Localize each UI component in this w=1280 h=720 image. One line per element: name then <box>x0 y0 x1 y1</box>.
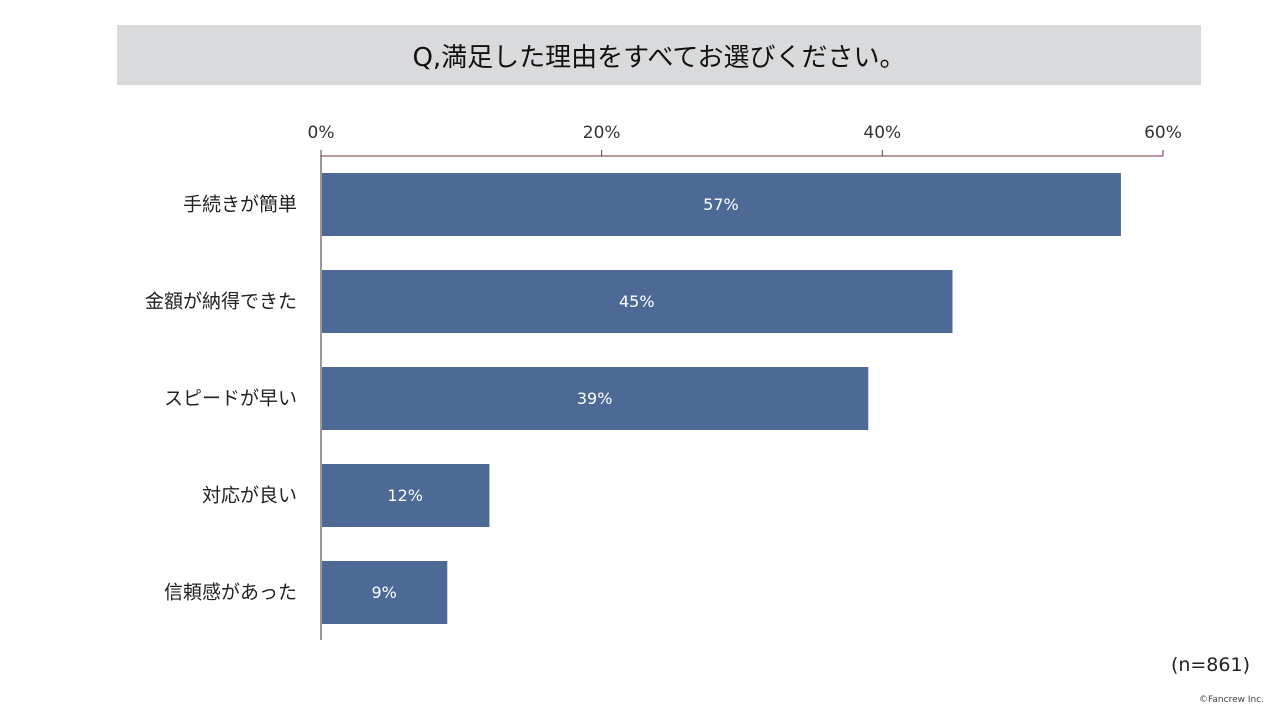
x-tick-label: 20% <box>583 123 621 143</box>
x-tick-label: 60% <box>1144 123 1182 143</box>
category-label: 手続きが簡単 <box>183 194 297 216</box>
x-tick-label: 40% <box>863 123 901 143</box>
bar-value-label: 45% <box>619 292 655 311</box>
bar <box>322 270 953 333</box>
sample-size-note: (n=861) <box>1170 654 1250 676</box>
bar <box>322 464 490 527</box>
bar-value-label: 9% <box>371 583 396 602</box>
chart-title-bar: Q,満足した理由をすべてお選びください。 <box>117 25 1201 85</box>
category-label: 対応が良い <box>202 485 297 507</box>
bar <box>322 561 448 624</box>
bar <box>322 367 869 430</box>
bar-value-label: 39% <box>577 389 613 408</box>
bar <box>322 173 1121 236</box>
bar-value-label: 12% <box>387 486 423 505</box>
category-label: 信頼感があった <box>164 582 297 604</box>
x-tick-label: 0% <box>308 123 335 143</box>
copyright-text: ©Fancrew Inc. <box>1199 695 1264 705</box>
chart-title: Q,満足した理由をすべてお選びください。 <box>412 42 906 73</box>
category-label: 金額が納得できた <box>145 291 297 313</box>
category-label: スピードが早い <box>164 388 297 410</box>
bar-value-label: 57% <box>703 195 739 214</box>
